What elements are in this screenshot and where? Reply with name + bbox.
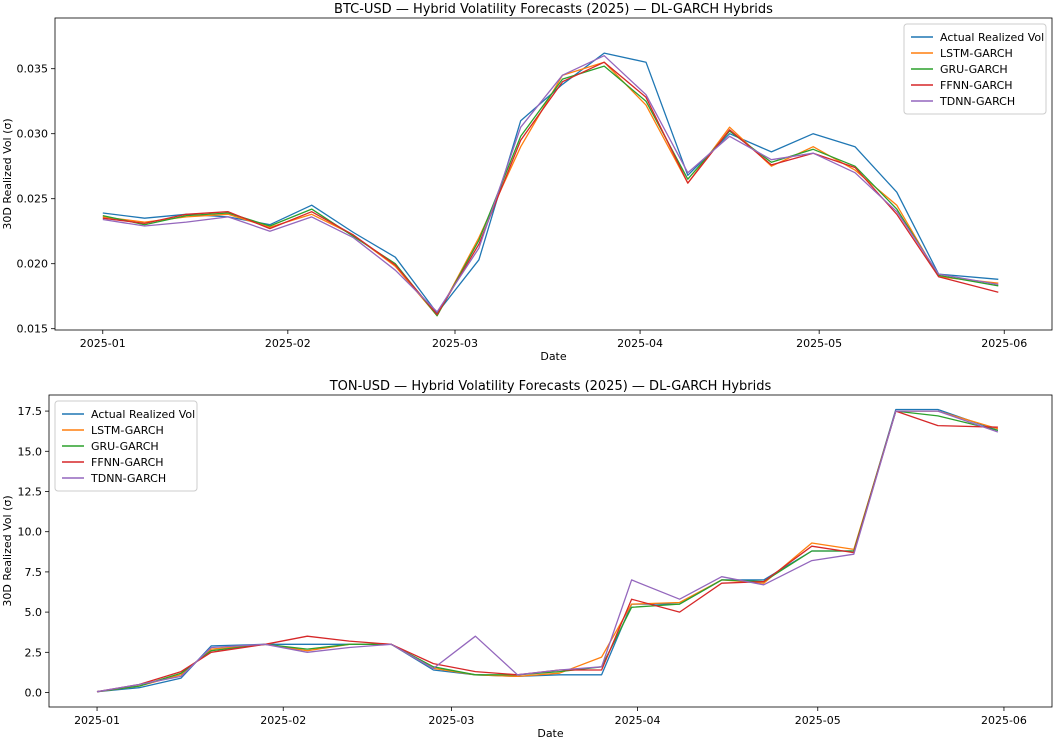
y-axis-label: 30D Realized Vol (σ) (1, 118, 14, 229)
x-axis-label: Date (537, 727, 564, 737)
legend-label: TDNN-GARCH (939, 95, 1015, 108)
y-tick-label: 0.030 (17, 128, 49, 141)
btc-chart: BTC-USD — Hybrid Volatility Forecasts (2… (1, 2, 1053, 363)
ton-chart: TON-USD — Hybrid Volatility Forecasts (2… (1, 379, 1053, 737)
y-tick-label: 7.5 (25, 566, 43, 579)
series-line-4 (96, 410, 999, 693)
series-line-1 (102, 61, 999, 317)
legend-label: Actual Realized Vol (940, 31, 1044, 44)
y-tick-label: 5.0 (25, 606, 43, 619)
series-line-2 (96, 410, 999, 693)
y-tick-label: 0.015 (17, 323, 49, 336)
legend-label: LSTM-GARCH (91, 424, 164, 437)
y-tick-label: 15.0 (18, 445, 43, 458)
x-tick-label: 2025-01 (74, 714, 120, 727)
x-tick-label: 2025-04 (615, 714, 661, 727)
legend-label: TDNN-GARCH (90, 472, 166, 485)
legend-label: FFNN-GARCH (91, 456, 164, 469)
y-tick-label: 0.035 (17, 63, 49, 76)
legend: Actual Realized Vol LSTM-GARCH GRU-GARCH FF… (54, 400, 198, 492)
x-tick-label: 2025-03 (432, 337, 478, 350)
x-axis-label: Date (540, 350, 567, 363)
y-tick-label: 0.025 (17, 193, 49, 206)
legend-label: GRU-GARCH (91, 440, 159, 453)
series-line-3 (96, 410, 998, 693)
x-tick-label: 2025-03 (428, 714, 474, 727)
x-tick-label: 2025-05 (795, 714, 841, 727)
series-line-0 (102, 52, 999, 314)
y-tick-label: 17.5 (18, 405, 43, 418)
plot-frame (54, 17, 1053, 331)
legend-box (903, 23, 1047, 115)
plot-frame (48, 394, 1053, 708)
x-tick-label: 2025-06 (981, 714, 1027, 727)
legend-label: FFNN-GARCH (940, 79, 1013, 92)
y-axis-label: 30D Realized Vol (σ) (1, 495, 14, 606)
series-line-1 (96, 410, 999, 693)
x-tick-label: 2025-06 (981, 337, 1027, 350)
legend: Actual Realized Vol LSTM-GARCH GRU-GARCH FF… (903, 23, 1047, 115)
legend-label: LSTM-GARCH (940, 47, 1013, 60)
chart-title: BTC-USD — Hybrid Volatility Forecasts (2… (334, 2, 773, 17)
x-tick-label: 2025-01 (80, 337, 126, 350)
y-tick-label: 12.5 (18, 485, 43, 498)
series-line-4 (102, 55, 999, 313)
y-tick-label: 2.5 (25, 646, 43, 659)
x-tick-label: 2025-02 (260, 714, 306, 727)
y-tick-label: 0.0 (25, 687, 43, 700)
chart-title: TON-USD — Hybrid Volatility Forecasts (2… (329, 379, 772, 394)
y-tick-label: 10.0 (18, 526, 43, 539)
x-tick-label: 2025-05 (796, 337, 842, 350)
y-tick-label: 0.020 (17, 258, 49, 271)
legend-label: Actual Realized Vol (91, 408, 195, 421)
x-tick-label: 2025-02 (265, 337, 311, 350)
legend-box (54, 400, 198, 492)
series-line-2 (102, 65, 999, 317)
x-tick-label: 2025-04 (617, 337, 663, 350)
series-line-3 (102, 61, 999, 316)
legend-label: GRU-GARCH (940, 63, 1008, 76)
